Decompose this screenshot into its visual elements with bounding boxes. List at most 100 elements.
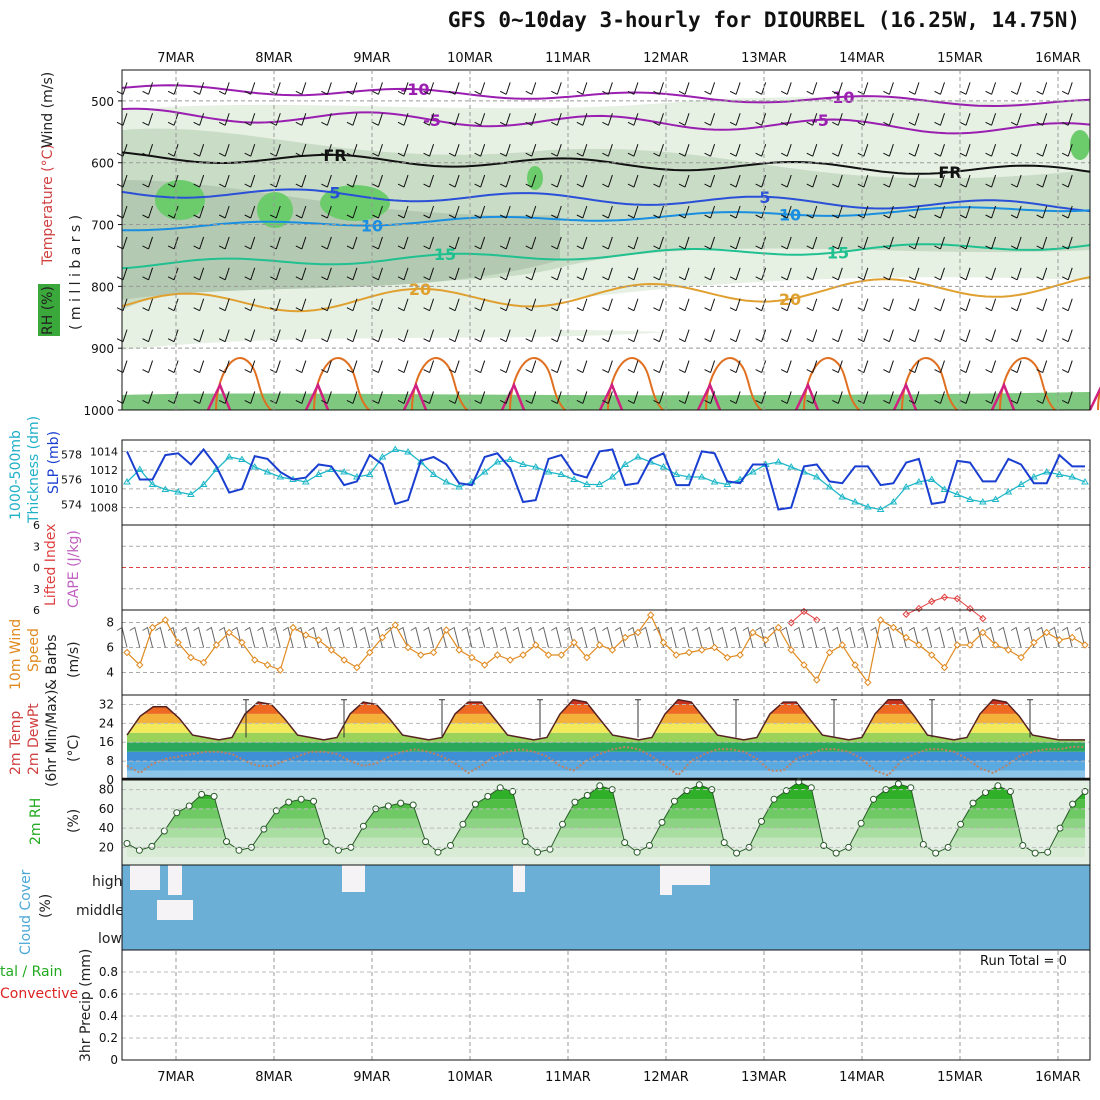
thickness-point [825,483,834,490]
rh-point [683,787,691,795]
wind-barb [295,267,307,281]
wind-barb [985,391,997,404]
wind10-point [506,656,514,664]
wind-barb [193,82,205,95]
thickness-tick-label: 578 [61,449,82,462]
wind-barb [218,360,230,373]
wind-barb [218,391,230,404]
wind-barb [934,329,945,343]
wind-barb [883,82,894,95]
wind-barb [525,236,537,250]
wind10-point [787,646,795,654]
isotherm-3 [121,188,1091,213]
wind-barb [142,113,154,126]
wind10-point [953,641,961,649]
wind-barb [423,236,435,250]
rh-point [297,795,305,803]
wind-barb [985,298,997,312]
wind-barb [704,205,716,219]
wind10-point [417,651,425,659]
thickness-label-2: Thickness (dm) [26,416,42,524]
wind-barb [806,205,818,219]
wind-barb [525,267,537,281]
cape-label: CAPE (J/kg) [66,530,82,608]
wind10-point [966,641,974,649]
wind-barb [883,298,894,312]
pressure-tick-label: 600 [91,157,114,171]
temp-minmax-bar [243,699,249,738]
wind-barb [423,82,435,95]
rh-point [832,849,840,857]
wind-barb [372,236,383,250]
wind10-barb [947,626,958,648]
wind10-point [493,651,502,659]
wind-barb [934,205,945,219]
cloud-gap [660,865,672,895]
wind-barb [321,113,332,126]
wind10-point [659,638,668,647]
wind-barb [474,267,486,281]
wind10-point [902,633,910,642]
wind-barb [1062,82,1073,95]
rh-point [670,797,678,805]
rh-point [422,838,430,846]
side-labels: RH (%) Temperature (°C) Wind (m/s) ( m i… [0,72,1067,1062]
wind-barb [883,360,894,373]
wind-barb [397,298,409,312]
wind-barb [346,113,358,126]
wind-barb [1010,391,1022,404]
wind10-point [212,641,221,649]
wind-barb [576,329,588,343]
thickness-point [672,470,681,477]
isotherm-label: 15 [827,243,849,262]
wind-barb [551,267,562,281]
wind-barb [908,205,920,219]
wind-barb [653,329,664,343]
rh-point [994,782,1002,790]
wind-barb [1036,174,1048,188]
wind-barb [448,205,460,219]
wind-barb [729,113,741,126]
rh-point [135,846,143,854]
isotherm-label: FR [938,163,961,182]
wind-barb [627,205,639,219]
wind-barb [729,236,741,250]
wind-barb [346,82,358,95]
cloud-gap [342,865,365,892]
thickness-point [570,475,578,482]
wind-barb [346,360,358,373]
wind-barb [832,391,843,404]
thickness-point [723,480,732,487]
wind10-point [442,626,451,634]
wind10-point [991,641,1000,649]
hot-contour [990,381,1016,411]
temp-tick-label: 16 [99,735,114,749]
wind-barb [423,144,435,157]
rh-point [223,838,230,846]
wind-barb [244,82,256,95]
wind10-barb [844,626,856,648]
rh-point [1069,800,1077,808]
temp-band [127,751,1085,762]
wind10-barb [270,626,281,648]
wind-barb [551,205,562,219]
date-label-top: 7MAR [157,51,194,66]
wind-barb [857,144,869,157]
wind-barb [883,267,894,281]
date-label-top: 14MAR [839,51,885,66]
wind-barb [602,360,613,373]
wind-barb [576,82,588,95]
temp2m-label-2: 2m DewPt [26,703,42,775]
rh-point [919,841,927,848]
wind-barb [1062,236,1073,250]
thickness-point [1017,480,1026,487]
wind-barb [448,391,460,404]
wind-barb [704,144,716,157]
wind10-point [634,628,642,637]
wind-barb [1062,391,1073,404]
precip-tick-label: 0.6 [99,987,118,1001]
wind-barb [627,144,639,157]
wind-barb [218,329,230,343]
wind-barb [704,360,716,373]
temp-line [126,698,1085,741]
